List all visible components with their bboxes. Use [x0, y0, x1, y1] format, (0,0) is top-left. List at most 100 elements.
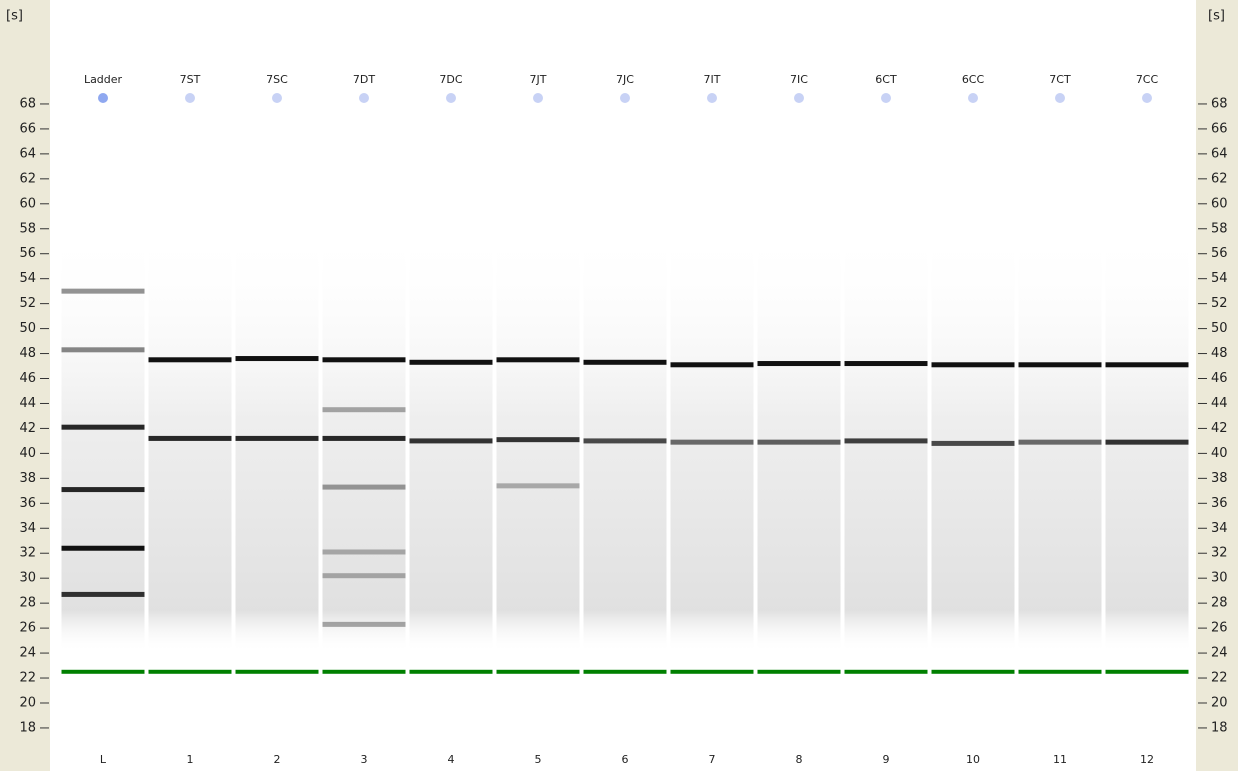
- left-unit: [s]: [6, 9, 23, 24]
- marker-band: [584, 670, 667, 674]
- band: [236, 436, 319, 441]
- y-tick-label: 50: [19, 321, 36, 336]
- y-tick-label: 58: [1211, 221, 1228, 236]
- lane-indicator: [881, 93, 891, 103]
- lane-name: 6CC: [962, 73, 985, 86]
- lane-number: 4: [448, 753, 455, 766]
- marker-band: [671, 670, 754, 674]
- y-tick-label: 66: [1211, 121, 1228, 136]
- lane-indicator: [533, 93, 543, 103]
- y-tick-label: 68: [19, 96, 36, 111]
- band: [497, 357, 580, 362]
- y-tick-label: 38: [1211, 471, 1228, 486]
- lane-name: 7JT: [530, 73, 547, 86]
- y-tick-label: 46: [1211, 371, 1228, 386]
- band: [323, 485, 406, 490]
- band: [845, 438, 928, 443]
- y-tick-label: 34: [19, 521, 36, 536]
- y-tick-label: 42: [1211, 421, 1228, 436]
- marker-band: [758, 670, 841, 674]
- marker-band: [410, 670, 493, 674]
- lane-name: 7DC: [439, 73, 462, 86]
- band: [62, 592, 145, 597]
- lane-name: 7IC: [790, 73, 808, 86]
- y-tick-label: 60: [19, 196, 36, 211]
- lane-name: 7ST: [180, 73, 201, 86]
- lane-number: 11: [1053, 753, 1067, 766]
- gel-view: [s] [s] 18182020222224242626282830303232…: [0, 0, 1238, 771]
- y-tick-label: 48: [1211, 346, 1228, 361]
- band: [1019, 440, 1102, 445]
- lane-number: L: [100, 753, 107, 766]
- y-tick-label: 24: [19, 646, 36, 661]
- y-tick-label: 30: [1211, 571, 1228, 586]
- y-tick-label: 52: [1211, 296, 1228, 311]
- lane-number: 6: [622, 753, 629, 766]
- marker-band: [1019, 670, 1102, 674]
- lane-name: 6CT: [875, 73, 897, 86]
- band: [323, 357, 406, 362]
- band: [932, 441, 1015, 446]
- y-tick-label: 28: [19, 596, 36, 611]
- lane-indicator: [272, 93, 282, 103]
- lane-number: 1: [187, 753, 194, 766]
- lane-name: Ladder: [84, 73, 123, 86]
- band: [671, 362, 754, 367]
- band: [497, 437, 580, 442]
- y-tick-label: 20: [19, 695, 36, 710]
- y-tick-label: 28: [1211, 596, 1228, 611]
- lane-indicator: [98, 93, 108, 103]
- lane-indicator: [1142, 93, 1152, 103]
- marker-band: [236, 670, 319, 674]
- lane-number: 5: [535, 753, 542, 766]
- y-tick-label: 54: [1211, 271, 1228, 286]
- lane-indicator: [707, 93, 717, 103]
- marker-band: [932, 670, 1015, 674]
- y-tick-label: 32: [1211, 546, 1228, 561]
- lane-number: 7: [709, 753, 716, 766]
- lane-number: 8: [796, 753, 803, 766]
- band: [410, 360, 493, 365]
- band: [62, 347, 145, 352]
- y-tick-label: 60: [1211, 196, 1228, 211]
- lane-number: 3: [361, 753, 368, 766]
- y-tick-label: 18: [1211, 720, 1228, 735]
- lane-indicator: [185, 93, 195, 103]
- lane-indicator: [446, 93, 456, 103]
- band: [62, 289, 145, 294]
- y-tick-label: 40: [1211, 446, 1228, 461]
- y-tick-label: 50: [1211, 321, 1228, 336]
- y-tick-label: 44: [19, 396, 36, 411]
- y-tick-label: 64: [1211, 146, 1228, 161]
- y-tick-label: 44: [1211, 396, 1228, 411]
- lane-indicator: [794, 93, 804, 103]
- y-tick-label: 26: [19, 621, 36, 636]
- y-tick-label: 38: [19, 471, 36, 486]
- y-tick-label: 54: [19, 271, 36, 286]
- marker-band: [845, 670, 928, 674]
- band: [1019, 362, 1102, 367]
- y-tick-label: 24: [1211, 646, 1228, 661]
- lane-indicator: [1055, 93, 1065, 103]
- band: [584, 438, 667, 443]
- band: [149, 436, 232, 441]
- y-tick-label: 68: [1211, 96, 1228, 111]
- band: [671, 440, 754, 445]
- marker-band: [323, 670, 406, 674]
- band: [932, 362, 1015, 367]
- marker-band: [62, 670, 145, 674]
- band: [62, 425, 145, 430]
- y-tick-label: 20: [1211, 695, 1228, 710]
- lane-number: 12: [1140, 753, 1154, 766]
- y-tick-label: 56: [1211, 246, 1228, 261]
- band: [845, 361, 928, 366]
- lane-indicator: [359, 93, 369, 103]
- band: [1106, 440, 1189, 445]
- y-tick-label: 62: [1211, 171, 1228, 186]
- lane-name: 7SC: [266, 73, 288, 86]
- band: [584, 360, 667, 365]
- y-tick-label: 48: [19, 346, 36, 361]
- y-tick-label: 64: [19, 146, 36, 161]
- lane-name: 7JC: [616, 73, 634, 86]
- band: [236, 356, 319, 361]
